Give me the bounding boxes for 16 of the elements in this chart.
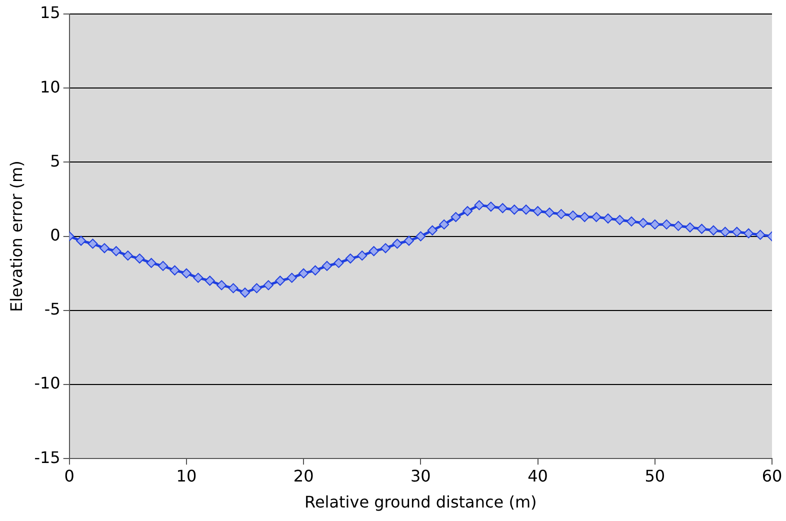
y-tick-label: 5	[50, 151, 60, 170]
y-tick-label: 10	[40, 77, 60, 96]
x-tick-label: 10	[176, 466, 197, 486]
x-axis-title: Relative ground distance (m)	[304, 492, 537, 512]
y-axis-title: Elevation error (m)	[6, 160, 26, 312]
x-tick-label: 20	[293, 466, 314, 486]
y-tick-label: 0	[50, 225, 60, 244]
y-tick-label: -15	[34, 448, 60, 467]
y-tick-label: 15	[40, 3, 60, 22]
x-tick-label: 30	[410, 466, 431, 486]
x-tick-label: 40	[528, 466, 548, 486]
y-tick-label: -5	[44, 300, 60, 319]
x-tick-label: 0	[64, 466, 74, 486]
x-tick-label: 50	[644, 466, 666, 486]
x-tick-label: 60	[762, 466, 782, 486]
y-tick-label: -10	[34, 374, 60, 393]
